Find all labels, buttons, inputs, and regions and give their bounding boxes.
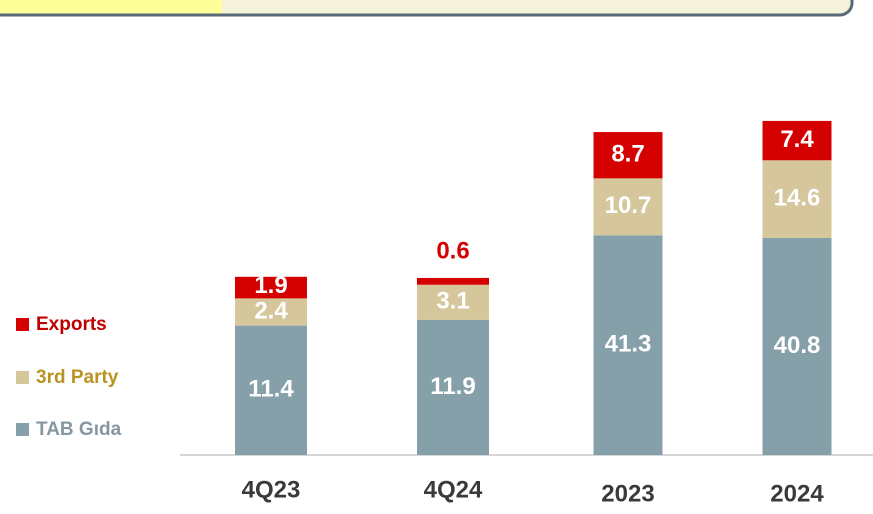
bar-segment xyxy=(762,120,832,161)
data-label: 40.8 xyxy=(774,332,821,359)
legend-marker xyxy=(16,318,29,331)
data-label: 41.3 xyxy=(605,330,652,357)
bar-segment xyxy=(593,235,663,455)
legend-marker xyxy=(16,423,29,436)
data-label: 11.4 xyxy=(248,376,294,403)
data-label: 14.6 xyxy=(774,184,821,211)
legend-label: TAB Gıda xyxy=(36,419,122,440)
bar-segment xyxy=(235,325,307,455)
data-label: 8.7 xyxy=(611,141,644,168)
data-label: 2.4 xyxy=(254,297,288,324)
category-label: 2023 xyxy=(601,480,654,507)
bar-segment xyxy=(235,276,307,299)
bar-segment xyxy=(417,319,489,455)
legend-label: 3rd Party xyxy=(36,367,119,388)
data-label: 7.4 xyxy=(780,126,814,153)
category-label: 4Q24 xyxy=(424,476,483,503)
bar-segment xyxy=(235,298,307,326)
bar-segment xyxy=(593,132,663,179)
bar-segment xyxy=(417,277,489,285)
legend-marker xyxy=(16,371,29,384)
bar-segment xyxy=(417,284,489,320)
bar-segment xyxy=(593,178,663,236)
data-label: 10.7 xyxy=(605,192,652,219)
bar-segment xyxy=(762,237,832,455)
data-label: 1.9 xyxy=(254,272,287,299)
bar-segment xyxy=(762,160,832,238)
data-label: 0.6 xyxy=(436,237,469,264)
data-label: 11.9 xyxy=(430,373,475,400)
header-box xyxy=(0,0,854,17)
legend-label: Exports xyxy=(36,314,107,335)
category-label: 2024 xyxy=(770,480,824,507)
category-label: 4Q23 xyxy=(242,476,301,503)
data-label: 3.1 xyxy=(436,288,469,315)
